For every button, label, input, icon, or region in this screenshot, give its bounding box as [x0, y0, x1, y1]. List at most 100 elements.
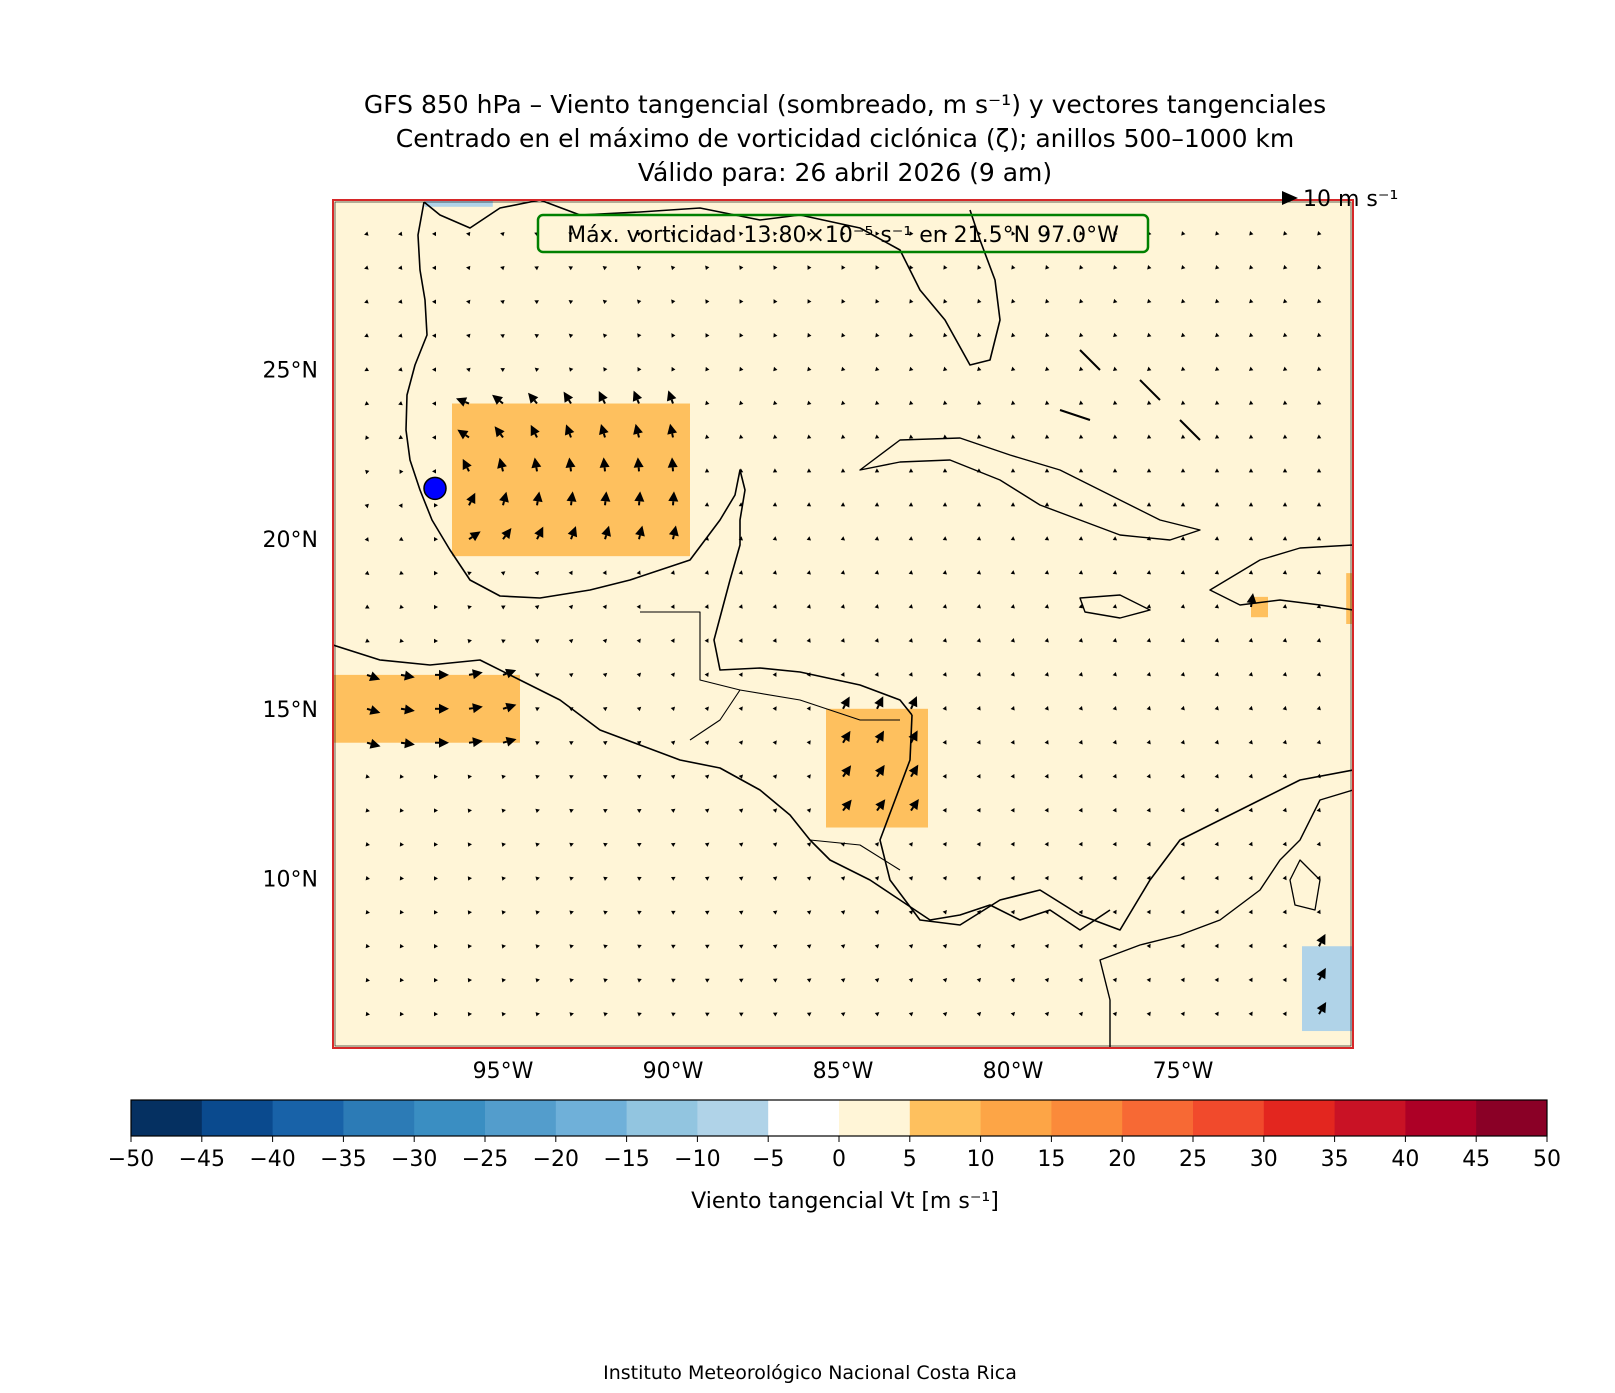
vector-arrow — [976, 604, 981, 609]
vector-shaft — [502, 706, 508, 710]
vector-arrow — [364, 503, 369, 509]
vector-arrow — [1010, 604, 1015, 609]
vector-shaft — [535, 467, 538, 472]
vector-arrow — [501, 808, 506, 813]
vector-arrow — [1079, 231, 1084, 236]
vector-arrow — [601, 525, 611, 537]
vector-arrow — [636, 672, 642, 678]
vector-arrow — [637, 333, 642, 338]
vector-arrow — [365, 604, 370, 609]
vector-arrow — [568, 638, 574, 644]
vector-arrow — [637, 842, 642, 847]
vector-arrow — [1282, 536, 1288, 541]
vector-arrow — [976, 400, 982, 405]
vector-arrow — [398, 401, 403, 406]
vector-arrow — [671, 876, 676, 881]
vector-arrow — [1011, 366, 1016, 372]
vector-arrow — [772, 944, 778, 949]
vector-arrow — [365, 469, 370, 475]
vector-arrow — [1045, 265, 1050, 270]
vector-arrow — [874, 944, 880, 949]
vector-arrow — [1214, 570, 1220, 575]
vector-arrow — [908, 570, 913, 575]
vector-arrow — [1146, 773, 1151, 779]
vector-arrow — [840, 638, 845, 643]
vector-arrow — [1078, 400, 1084, 405]
vector-arrow — [806, 570, 811, 575]
vector-arrow — [500, 300, 505, 305]
colorbar-swatch — [414, 1100, 486, 1136]
vector-arrow — [399, 943, 404, 949]
vector-arrow — [535, 707, 540, 712]
vector-arrow — [1010, 807, 1015, 813]
vector-arrow — [942, 434, 948, 439]
colorbar: −50 −45 −40 −35 −30 −25 −20 −15 −10 −5 0 5 10 15 20 25 3… — [108, 1099, 1561, 1172]
vector-arrow — [1180, 909, 1185, 915]
vector-arrow — [840, 978, 846, 983]
vector-arrow — [1010, 875, 1015, 881]
vector-arrow — [500, 266, 505, 271]
vector-arrow — [1214, 400, 1220, 405]
vector-arrow — [1078, 875, 1083, 881]
vector-arrow — [1282, 400, 1288, 405]
colorbar-tick-label: 20 — [1108, 1147, 1136, 1172]
vector-arrow — [670, 774, 676, 779]
vector-arrow — [874, 536, 880, 541]
vector-arrow — [434, 570, 438, 576]
vector-arrow — [875, 366, 880, 372]
vector-arrow — [439, 703, 449, 714]
vector-arrow — [365, 842, 370, 847]
vector-arrow — [671, 1012, 676, 1017]
vector-arrow — [1316, 502, 1322, 507]
vector-arrow — [569, 775, 574, 780]
vector-arrow — [369, 738, 381, 749]
vector-arrow — [534, 334, 540, 339]
vector-shaft — [366, 673, 372, 678]
vector-arrow — [806, 944, 812, 949]
vector-arrow — [976, 672, 981, 677]
vector-arrow — [1316, 400, 1322, 405]
vector-arrow — [602, 672, 608, 678]
vector-arrow — [535, 1012, 540, 1017]
vector-arrow — [467, 978, 472, 983]
vector-arrow — [569, 978, 574, 983]
vector-arrow — [439, 669, 449, 680]
vector-shaft — [466, 467, 470, 472]
vector-arrow — [569, 944, 574, 949]
colorbar-tick-label: 10 — [967, 1147, 995, 1172]
vector-arrow — [942, 400, 948, 405]
colorbar-tick-label: −20 — [533, 1147, 579, 1172]
vector-arrow — [976, 909, 981, 915]
vector-arrow — [505, 736, 517, 747]
vector-arrow — [874, 468, 880, 473]
vector-arrow — [704, 706, 709, 711]
vector-arrow — [365, 943, 370, 949]
vector-arrow — [1146, 638, 1151, 643]
vector-arrow — [365, 774, 370, 779]
vector-arrow — [1112, 536, 1118, 541]
vector-arrow — [773, 332, 778, 338]
vector-arrow — [704, 570, 709, 575]
vector-arrow — [432, 367, 436, 372]
y-tick-label: 15°N — [263, 698, 318, 723]
vector-arrow — [1282, 807, 1287, 813]
vector-shaft — [672, 535, 675, 540]
vector-arrow — [1282, 434, 1288, 439]
colorbar-tick-label: −35 — [320, 1147, 366, 1172]
vector-arrow — [1146, 434, 1152, 439]
vector-arrow — [466, 265, 471, 271]
vector-arrow — [466, 333, 471, 339]
vector-arrow — [569, 842, 574, 847]
vector-arrow — [1112, 400, 1118, 405]
shaded-region-4 — [1346, 573, 1353, 624]
vector-arrow — [1248, 1011, 1253, 1017]
vector-arrow — [705, 366, 710, 372]
vector-shaft — [533, 399, 538, 405]
vector-arrow — [1180, 977, 1185, 983]
vector-arrow — [874, 696, 884, 708]
vector-arrow — [976, 536, 982, 541]
vector-arrow — [806, 604, 811, 609]
vector-arrow — [398, 265, 403, 270]
vector-arrow — [1249, 231, 1254, 236]
vector-arrow — [667, 457, 678, 468]
